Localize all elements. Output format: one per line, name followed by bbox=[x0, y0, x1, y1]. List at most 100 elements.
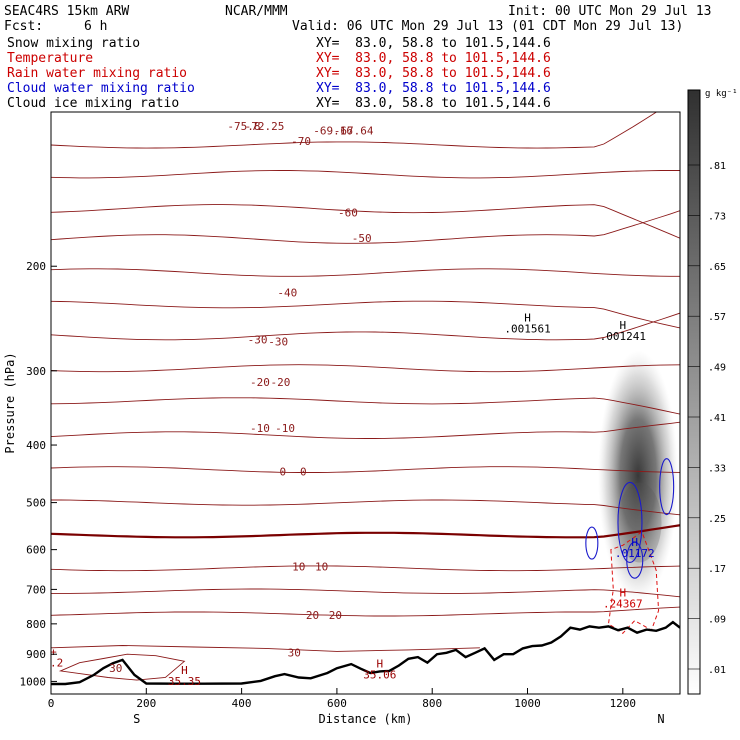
temperature-label: 0 bbox=[279, 465, 286, 478]
cloud-water-contour bbox=[585, 526, 599, 560]
isotherm-line bbox=[51, 565, 680, 572]
cloud-water-contour bbox=[617, 481, 643, 564]
y-tick-label: 400 bbox=[26, 439, 46, 452]
isotherm-line bbox=[51, 421, 680, 439]
x-tick-label: 0 bbox=[48, 697, 55, 710]
temperature-label: 20 bbox=[329, 609, 342, 622]
colorbar-label: .73 bbox=[708, 211, 726, 222]
temperature-label: -20 bbox=[271, 376, 291, 389]
isotherm-line bbox=[51, 364, 680, 373]
north-end-label: N bbox=[657, 712, 664, 726]
y-tick-label: 500 bbox=[26, 497, 46, 510]
temperature-label: -30 bbox=[248, 334, 268, 347]
field-snow-name: Snow mixing ratio bbox=[7, 36, 141, 51]
extremum-marker: H bbox=[620, 587, 627, 600]
y-tick-label: 600 bbox=[26, 544, 46, 557]
temperature-contours bbox=[51, 112, 680, 617]
temperature-label: -72.25 bbox=[245, 120, 285, 133]
forecast-label: Fcst: bbox=[4, 19, 44, 34]
plot-frame bbox=[50, 111, 681, 695]
x-axis-title: Distance (km) bbox=[319, 712, 413, 726]
isotherm-line bbox=[51, 268, 680, 277]
isotherm-line bbox=[51, 112, 658, 149]
colorbar-unit: g kg⁻¹ bbox=[705, 89, 738, 99]
extremum-marker: H bbox=[620, 319, 627, 332]
isotherm-line bbox=[51, 499, 680, 516]
temperature-label: -40 bbox=[277, 287, 297, 300]
lower-temperature-contours bbox=[51, 645, 480, 681]
y-tick-label: 1000 bbox=[20, 675, 47, 688]
y-axis-title: Pressure (hPa) bbox=[3, 352, 17, 453]
field-cloud-ice-xy: XY= 83.0, 58.8 to 101.5,144.6 bbox=[316, 96, 551, 111]
extremum-marker: H bbox=[631, 536, 638, 549]
temperature-label: 10 bbox=[292, 560, 305, 573]
extremum-marker: H bbox=[376, 658, 383, 671]
field-cloud-water-name: Cloud water mixing ratio bbox=[7, 81, 195, 96]
organization-label: NCAR/MMM bbox=[225, 4, 288, 19]
temperature-label: -67.64 bbox=[334, 124, 374, 137]
isotherm-line bbox=[51, 524, 680, 539]
colorbar-label: .41 bbox=[708, 413, 726, 424]
temperature-label: 30 bbox=[109, 662, 122, 675]
temperature-label: 30 bbox=[288, 647, 301, 660]
x-tick-label: 1000 bbox=[514, 697, 541, 710]
extremum-value: .001561 bbox=[504, 323, 550, 336]
field-rain-name: Rain water mixing ratio bbox=[7, 66, 188, 81]
field-temperature-name: Temperature bbox=[7, 51, 94, 66]
extremum-value: 35.06 bbox=[363, 669, 396, 682]
colorbar-label: .81 bbox=[708, 161, 726, 172]
init-time: Init: 00 UTC Mon 29 Jul 13 bbox=[508, 4, 712, 19]
temperature-label: -60 bbox=[338, 207, 358, 220]
temperature-label: 20 bbox=[306, 609, 319, 622]
colorbar-label: .57 bbox=[708, 312, 726, 323]
isotherm-line bbox=[51, 204, 680, 239]
isotherm-line bbox=[51, 466, 680, 473]
y-tick-label: 300 bbox=[26, 365, 46, 378]
temperature-label: 0 bbox=[300, 465, 307, 478]
x-tick-label: 200 bbox=[136, 697, 156, 710]
x-tick-label: 600 bbox=[327, 697, 347, 710]
temperature-label: -70 bbox=[291, 135, 311, 148]
south-end-label: S bbox=[133, 712, 140, 726]
cloud-plume-lower bbox=[617, 482, 662, 563]
y-tick-label: 900 bbox=[26, 648, 46, 661]
temperature-label: -10 bbox=[275, 422, 295, 435]
field-cloud-water-xy: XY= 83.0, 58.8 to 101.5,144.6 bbox=[316, 81, 551, 96]
colorbar-label: .17 bbox=[708, 564, 726, 575]
isotherm-line bbox=[51, 588, 680, 598]
temperature-label: -50 bbox=[352, 232, 372, 245]
model-title: SEAC4RS 15km ARW bbox=[4, 4, 130, 19]
colorbar-label: .49 bbox=[708, 363, 726, 374]
cloud-ice-shading bbox=[598, 350, 679, 601]
extremum-value: 35.35 bbox=[168, 675, 201, 688]
x-tick-label: 800 bbox=[422, 697, 442, 710]
temperature-label: -20 bbox=[250, 376, 270, 389]
cloud-plume-core bbox=[598, 350, 679, 601]
x-tick-label: 1200 bbox=[610, 697, 637, 710]
extremum-marker: + bbox=[50, 646, 57, 659]
cloud-water-contours bbox=[585, 458, 675, 579]
temperature-label: -75.8 bbox=[227, 120, 260, 133]
colorbar-ramp bbox=[687, 89, 701, 695]
extremum-value: .01172 bbox=[615, 547, 655, 560]
isotherm-line bbox=[51, 170, 680, 179]
cloud-water-contour bbox=[626, 541, 644, 579]
y-tick-label: 700 bbox=[26, 583, 46, 596]
extremum-value: 5.2 bbox=[43, 657, 63, 670]
extremum-value: .001241 bbox=[600, 330, 646, 343]
isotherm-line bbox=[51, 300, 680, 329]
temperature-label: -69.16 bbox=[313, 124, 353, 137]
isotherm-line bbox=[51, 397, 680, 415]
terrain-profile bbox=[51, 620, 680, 686]
warm-closed-contour bbox=[58, 653, 186, 681]
y-tick-label: 200 bbox=[26, 260, 46, 273]
extremum-value: .24367 bbox=[603, 598, 643, 611]
y-tick-label: 800 bbox=[26, 618, 46, 631]
temperature-label: -10 bbox=[250, 422, 270, 435]
isotherm-line bbox=[51, 606, 680, 617]
isotherm-line bbox=[51, 312, 680, 341]
temperature-label: -30 bbox=[268, 336, 288, 349]
extremum-marker: H bbox=[181, 664, 188, 677]
